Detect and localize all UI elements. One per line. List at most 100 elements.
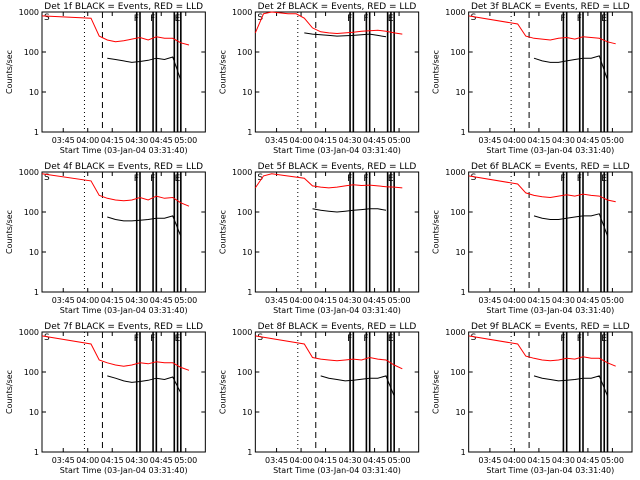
marker-E: E xyxy=(175,334,181,344)
series-line xyxy=(107,56,182,81)
series-line xyxy=(533,213,608,237)
marker-F: F xyxy=(150,334,155,344)
x-tick-label: 04:30 xyxy=(125,456,148,465)
marker-E: E xyxy=(601,174,607,184)
marker-F: F xyxy=(347,174,352,184)
y-tick-label: 100 xyxy=(237,208,252,217)
series-line xyxy=(255,335,403,370)
y-tick-label: 1000 xyxy=(232,8,252,17)
y-tick-label: 1000 xyxy=(19,168,39,177)
series-line xyxy=(107,375,182,394)
y-axis-label: Counts/sec xyxy=(218,210,227,254)
marker-S: S xyxy=(471,13,477,23)
series-line xyxy=(468,175,616,203)
x-tick-label: 05:00 xyxy=(388,456,411,465)
marker-F: F xyxy=(150,14,155,24)
y-tick-label: 1 xyxy=(461,288,466,297)
marker-F: F xyxy=(134,14,139,24)
x-tick-label: 04:00 xyxy=(503,296,526,305)
y-axis-label: Counts/sec xyxy=(5,370,14,414)
x-tick-label: 05:00 xyxy=(174,296,197,305)
x-tick-label: 03:45 xyxy=(478,456,501,465)
x-tick-label: 04:15 xyxy=(527,456,550,465)
x-tick-label: 04:00 xyxy=(290,456,313,465)
y-tick-label: 10 xyxy=(455,88,465,97)
x-tick-label: 04:30 xyxy=(339,136,362,145)
marker-F: F xyxy=(577,14,582,24)
x-tick-label: 05:00 xyxy=(601,456,624,465)
x-axis-label: Start Time (03-Jan-04 03:31:40) xyxy=(486,306,614,315)
marker-E: E xyxy=(388,14,394,24)
x-axis-label: Start Time (03-Jan-04 03:31:40) xyxy=(486,146,614,155)
marker-F: F xyxy=(134,334,139,344)
marker-F: F xyxy=(363,334,368,344)
y-tick-label: 10 xyxy=(455,248,465,257)
x-tick-label: 04:00 xyxy=(76,456,99,465)
marker-F: F xyxy=(134,174,139,184)
series-line xyxy=(254,173,403,189)
plot-frame xyxy=(41,11,206,133)
plot-frame xyxy=(41,171,206,293)
y-tick-label: 100 xyxy=(24,48,39,57)
y-tick-label: 1000 xyxy=(232,168,252,177)
x-tick-label: 04:30 xyxy=(552,136,575,145)
y-tick-label: 100 xyxy=(450,48,465,57)
y-tick-label: 1000 xyxy=(445,328,465,337)
marker-F: F xyxy=(560,334,565,344)
panel-title: Det 9f BLACK = Events, RED = LLD xyxy=(471,322,630,332)
series-line xyxy=(254,11,403,35)
x-axis-label: Start Time (03-Jan-04 03:31:40) xyxy=(60,146,188,155)
x-tick-label: 03:45 xyxy=(478,136,501,145)
marker-E: E xyxy=(175,14,181,24)
y-axis-label: Counts/sec xyxy=(432,50,441,94)
series-line xyxy=(41,173,190,207)
marker-E: E xyxy=(601,14,607,24)
marker-S: S xyxy=(44,173,50,183)
y-axis-label: Counts/sec xyxy=(432,370,441,414)
x-tick-label: 04:30 xyxy=(552,296,575,305)
marker-F: F xyxy=(363,14,368,24)
y-tick-label: 1 xyxy=(34,128,39,137)
marker-F: F xyxy=(363,174,368,184)
x-tick-label: 05:00 xyxy=(174,456,197,465)
marker-F: F xyxy=(150,174,155,184)
panel-title: Det 1f BLACK = Events, RED = LLD xyxy=(44,2,203,12)
marker-S: S xyxy=(471,333,477,343)
marker-F: F xyxy=(560,14,565,24)
x-tick-label: 04:15 xyxy=(527,136,550,145)
x-axis-label: Start Time (03-Jan-04 03:31:40) xyxy=(60,466,188,475)
y-tick-label: 100 xyxy=(237,48,252,57)
series-line xyxy=(41,335,190,371)
y-tick-label: 1000 xyxy=(19,328,39,337)
panel-title: Det 7f BLACK = Events, RED = LLD xyxy=(44,322,203,332)
panel: Det 4f BLACK = Events, RED = LLD 1 10 100 10… xyxy=(5,162,206,315)
x-tick-label: 04:15 xyxy=(101,456,124,465)
plot-frame xyxy=(41,331,206,453)
y-tick-label: 100 xyxy=(450,368,465,377)
panel-title: Det 3f BLACK = Events, RED = LLD xyxy=(471,2,630,12)
plot-frame xyxy=(468,171,633,293)
y-tick-label: 10 xyxy=(242,248,252,257)
series-line xyxy=(312,208,387,213)
x-tick-label: 04:15 xyxy=(101,296,124,305)
y-tick-label: 1 xyxy=(247,288,252,297)
marker-F: F xyxy=(347,14,352,24)
y-tick-label: 100 xyxy=(24,368,39,377)
series-line xyxy=(468,15,616,45)
y-tick-label: 100 xyxy=(237,368,252,377)
x-tick-label: 05:00 xyxy=(601,136,624,145)
x-tick-label: 04:15 xyxy=(101,136,124,145)
x-tick-label: 04:15 xyxy=(314,296,337,305)
marker-F: F xyxy=(347,334,352,344)
y-axis-label: Counts/sec xyxy=(5,210,14,254)
y-axis-label: Counts/sec xyxy=(5,50,14,94)
panel-title: Det 2f BLACK = Events, RED = LLD xyxy=(258,2,417,12)
panel: Det 3f BLACK = Events, RED = LLD 1 10 100 10… xyxy=(432,2,633,155)
x-tick-label: 04:45 xyxy=(363,296,386,305)
x-tick-label: 04:30 xyxy=(552,456,575,465)
y-tick-label: 10 xyxy=(455,408,465,417)
x-tick-label: 04:45 xyxy=(150,296,173,305)
x-axis-label: Start Time (03-Jan-04 03:31:40) xyxy=(273,306,401,315)
plot-frame xyxy=(254,331,420,453)
x-tick-label: 04:00 xyxy=(76,296,99,305)
